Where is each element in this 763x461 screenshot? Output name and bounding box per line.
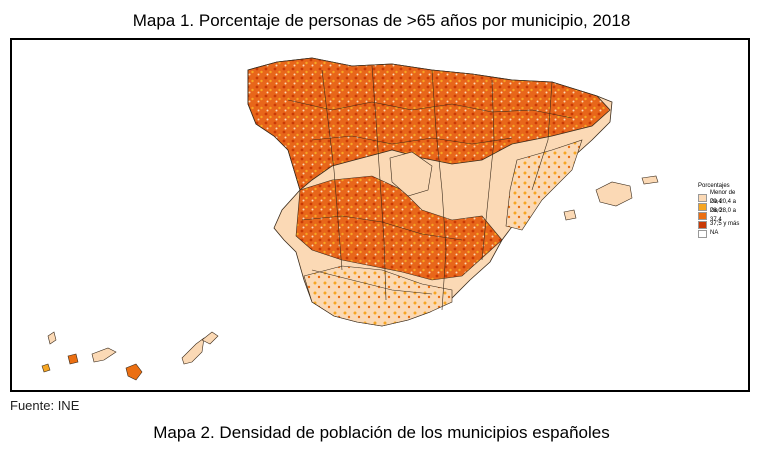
menorca [641,175,659,185]
east-coast-region [505,139,583,231]
legend-item: NA [698,229,748,238]
south-region [303,265,453,327]
province-borders [287,65,573,311]
legend-label: Menor de 20,4 [710,189,736,205]
spain-choropleth-map [41,57,659,381]
map-2-title: Mapa 2. Densidad de población de los mun… [153,423,610,442]
mallorca [595,181,633,207]
map-frame: Porcentajes Menor de 20,4 De 20,4 a 28,0… [10,38,750,392]
legend-swatch [698,211,707,220]
legend-label: 37,5 y más [710,221,740,227]
north-high-region [247,57,611,191]
legend-item: De 20,4 a 28,0 [698,199,748,214]
legend-swatch [698,202,707,211]
legend-item: 37,5 y más [698,220,748,229]
source-note: Fuente: INE [10,398,80,413]
legend-title: Porcentajes [698,183,730,189]
legend-swatch [698,220,707,229]
map-legend: Porcentajes Menor de 20,4 De 20,4 a 28,0… [698,182,748,238]
legend-label: De 20,4 a 28,0 [710,198,737,214]
legend-label: NA [710,230,719,236]
madrid-region [389,151,433,197]
canary-islands [41,331,219,381]
legend-label: De 28,0 a 37,4 [710,207,737,223]
legend-item: De 28,0 a 37,4 [698,208,748,223]
legend-swatch [698,193,707,202]
map-1-title: Mapa 1. Porcentaje de personas de >65 añ… [132,11,631,30]
legend-item: Menor de 20,4 [698,190,748,205]
legend-swatch [698,229,707,238]
ibiza [563,209,577,221]
